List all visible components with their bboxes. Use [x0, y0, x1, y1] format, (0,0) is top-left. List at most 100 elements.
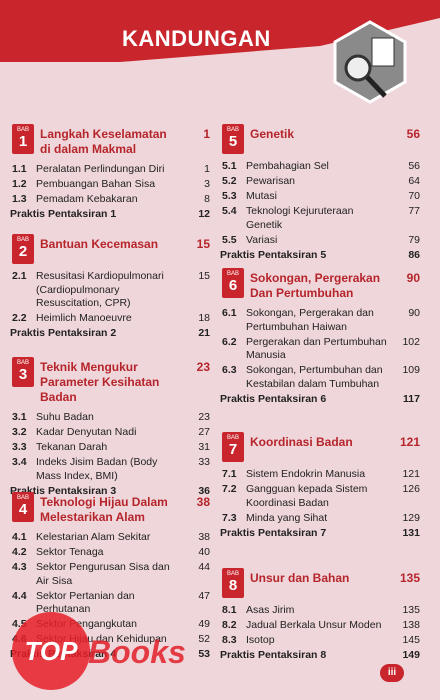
badge-label: BAB [16, 237, 29, 243]
section-row: 2.2 Heimlich Manoeuvre 18 [12, 312, 210, 326]
watermark-logo: TOP [12, 612, 90, 690]
chapter-badge: BAB 8 [222, 568, 244, 598]
chapter-number: 3 [18, 366, 28, 383]
section-row: 4.3 Sektor Pengurusan Sisa dan Air Sisa 44 [12, 561, 210, 588]
chapter-page: 135 [399, 571, 420, 585]
section-page: 47 [198, 589, 210, 602]
practice-title: Praktis Pentaksiran 2 [10, 327, 117, 339]
section-row: 4.2 Sektor Tenaga 40 [12, 546, 210, 560]
section-title: Pewarisan [246, 175, 296, 187]
chapter-title: Langkah Keselamatan di dalam Makmal [40, 127, 167, 156]
practice-row: Praktis Pentaksiran 6 117 [220, 393, 420, 407]
section-row: 3.1 Suhu Badan 23 [12, 411, 210, 425]
chapter-number: 5 [228, 133, 238, 150]
section-page: 31 [198, 441, 210, 453]
section-row: 5.5 Variasi 79 [222, 234, 420, 248]
practice-page: 21 [198, 327, 210, 339]
practice-page: 53 [198, 648, 210, 660]
section-row: 8.3 Isotop 145 [222, 634, 420, 648]
section-page: 79 [408, 233, 420, 246]
section-title: Resusitasi Kardiopulmonari (Cardiopulmon… [36, 270, 164, 309]
section-page: 38 [198, 531, 210, 543]
section-row: 7.2 Gangguan kepada Sistem Koordinasi Bad… [222, 483, 420, 510]
magnifier-handle [365, 75, 387, 98]
chapter-page: 23 [196, 360, 210, 374]
section-page: 1 [204, 163, 210, 175]
section-number: 5.1 [222, 160, 237, 172]
watermark-text: Books [88, 634, 186, 670]
section-number: 6.2 [222, 335, 237, 348]
practice-title: Praktis Pentaksiran 5 [220, 248, 327, 261]
section-page: 40 [198, 546, 210, 558]
chapter-header: BAB 4 Teknologi Hijau Dalam Melestarikan A… [12, 492, 210, 525]
section-number: 5.3 [222, 190, 237, 202]
section-title: Teknologi Kejuruteraan Genetik [246, 205, 354, 231]
section-title: Heimlich Manoeuvre [36, 312, 132, 324]
badge-label: BAB [16, 495, 29, 501]
chapter-badge: BAB 5 [222, 124, 244, 154]
chapter-header: BAB 3 Teknik Mengukur Parameter Kesihatan … [12, 357, 210, 405]
section-number: 1.3 [12, 193, 27, 205]
practice-title: Praktis Pentaksiran 7 [220, 526, 327, 539]
section-number: 5.5 [222, 233, 237, 246]
book-icon [371, 37, 395, 67]
section-title: Suhu Badan [36, 411, 94, 423]
chapter-page: 121 [399, 435, 420, 449]
chapter: BAB 3 Teknik Mengukur Parameter Kesihatan … [10, 357, 210, 500]
badge-label: BAB [226, 571, 239, 577]
chapter: BAB 2 Bantuan Kecemasan 15 2.1 Resusitasi Kar… [10, 234, 210, 342]
section-page: 52 [198, 633, 210, 645]
section-page: 64 [408, 175, 420, 187]
section-title: Asas Jirim [246, 604, 295, 616]
section-page: 102 [402, 335, 420, 348]
chapter-title: Koordinasi Badan [250, 435, 353, 449]
section-page: 15 [198, 270, 210, 282]
section-row: 8.2 Jadual Berkala Unsur Moden 138 [222, 619, 420, 633]
chapter-number: 7 [228, 441, 238, 458]
practice-title: Praktis Pentaksiran 6 [220, 392, 327, 405]
badge-label: BAB [226, 435, 239, 441]
chapter: BAB 7 Koordinasi Badan 121 7.1 Sistem Endokri… [220, 432, 420, 542]
chapter-number: 4 [18, 501, 28, 518]
section-number: 5.2 [222, 175, 237, 187]
chapter: BAB 5 Genetik 56 5.1 Pembahagian Sel 56 5.2 Pewa… [220, 124, 420, 264]
section-title: Gangguan kepada Sistem Koordinasi Badan [246, 483, 368, 509]
chapter: BAB 1 Langkah Keselamatan di dalam Makmal 1… [10, 124, 210, 223]
section-title: Minda yang Sihat [246, 511, 328, 524]
chapter-header: BAB 6 Sokongan, Pergerakan Dan Pertumbuhan… [222, 268, 420, 301]
section-page: 3 [204, 178, 210, 190]
section-row: 7.3 Minda yang Sihat 129 [222, 512, 420, 526]
chapter-title: Teknik Mengukur Parameter Kesihatan Bada… [40, 360, 160, 404]
practice-row: Praktis Pentaksiran 5 86 [220, 249, 420, 263]
magnifier-icon [344, 54, 372, 82]
section-number: 3.3 [12, 441, 27, 453]
section-page: 135 [402, 604, 420, 616]
section-number: 6.1 [222, 307, 237, 319]
section-row: 2.1 Resusitasi Kardiopulmonari (Cardiopul… [12, 270, 210, 311]
chapter-header: BAB 1 Langkah Keselamatan di dalam Makmal 1 [12, 124, 210, 157]
section-page: 121 [402, 468, 420, 480]
page-title: KANDUNGAN [122, 26, 271, 51]
section-page: 90 [408, 307, 420, 319]
practice-title: Praktis Pentaksiran 8 [220, 649, 327, 661]
section-row: 7.1 Sistem Endokrin Manusia 121 [222, 468, 420, 482]
section-row: 3.4 Indeks Jisim Badan (Body Mass Index, … [12, 456, 210, 483]
practice-row: Praktis Pentaksiran 1 12 [10, 208, 210, 222]
section-row: 3.3 Tekanan Darah 31 [12, 441, 210, 455]
section-number: 3.4 [12, 456, 27, 468]
section-title: Kadar Denyutan Nadi [36, 426, 137, 438]
section-number: 7.3 [222, 511, 237, 524]
practice-title: Praktis Pentaksiran 1 [10, 208, 117, 220]
section-number: 8.2 [222, 619, 237, 631]
section-row: 6.3 Sokongan, Pertumbuhan dan Kestabilan … [222, 364, 420, 391]
chapter-title: Genetik [250, 127, 295, 141]
section-row: 5.3 Mutasi 70 [222, 190, 420, 204]
section-title: Indeks Jisim Badan (Body Mass Index, BMI… [36, 456, 158, 482]
chapter-number: 2 [18, 243, 28, 260]
section-number: 6.3 [222, 364, 237, 376]
section-page: 138 [402, 619, 420, 631]
section-number: 2.1 [12, 270, 27, 282]
chapter-badge: BAB 7 [222, 432, 244, 462]
chapter-header: BAB 8 Unsur dan Bahan 135 [222, 568, 420, 598]
